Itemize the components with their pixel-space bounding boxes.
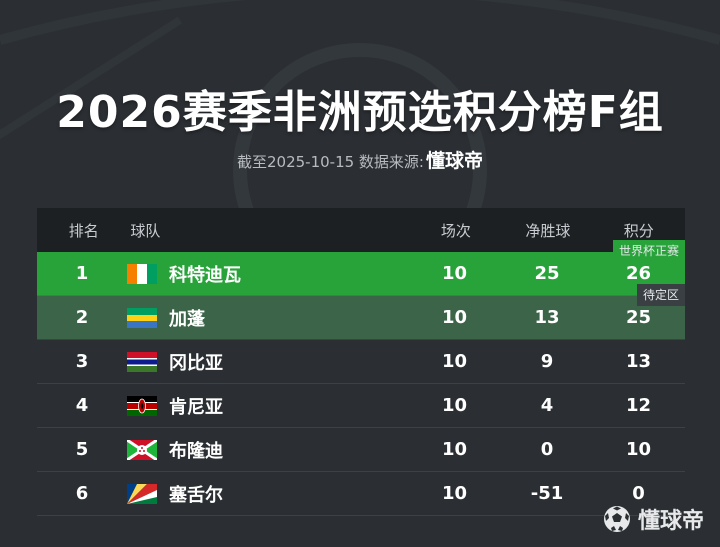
table-row: 5 布隆迪 10 0 10 bbox=[37, 428, 685, 472]
row-team: 塞舌尔 bbox=[127, 481, 407, 507]
data-source-line: 截至2025-10-15 数据来源: 懂球帝 bbox=[0, 146, 720, 173]
row-goal-diff: 13 bbox=[534, 307, 560, 328]
row-points: 26 bbox=[625, 263, 652, 284]
row-points: 13 bbox=[625, 351, 652, 372]
table-header: 排名 球队 场次 净胜球 积分 bbox=[37, 208, 685, 252]
row-rank: 3 bbox=[75, 351, 89, 372]
gabon-flag-icon bbox=[127, 307, 157, 328]
team-name: 科特迪瓦 bbox=[169, 264, 241, 286]
row-played: 10 bbox=[441, 483, 468, 504]
row-points: 25 bbox=[625, 307, 652, 328]
row-rank: 4 bbox=[75, 395, 89, 416]
row-goal-diff: 25 bbox=[534, 263, 560, 284]
source-brand: 懂球帝 bbox=[425, 150, 483, 172]
row-played: 10 bbox=[441, 263, 468, 284]
row-points: 10 bbox=[625, 439, 652, 460]
row-goal-diff: 4 bbox=[540, 395, 554, 416]
row-goal-diff: 9 bbox=[540, 351, 554, 372]
row-goal-diff: 0 bbox=[540, 439, 554, 460]
burundi-flag-icon bbox=[127, 439, 157, 460]
seychelles-flag-icon bbox=[127, 483, 157, 504]
team-name: 塞舌尔 bbox=[169, 484, 223, 506]
ivory-coast-flag-icon bbox=[127, 263, 157, 284]
team-name: 加蓬 bbox=[169, 308, 205, 330]
row-rank: 1 bbox=[75, 263, 89, 284]
zone-tag-world-cup: 世界杯正赛 bbox=[612, 240, 685, 262]
row-rank: 2 bbox=[75, 307, 89, 328]
team-name: 冈比亚 bbox=[169, 352, 223, 374]
soccer-ball-icon bbox=[603, 506, 630, 532]
team-name: 布隆迪 bbox=[169, 440, 223, 462]
page-title: 2026赛季非洲预选积分榜F组 bbox=[56, 87, 664, 138]
table-row: 4 肯尼亚 10 4 12 bbox=[37, 384, 685, 428]
row-played: 10 bbox=[441, 395, 468, 416]
row-points: 12 bbox=[625, 395, 652, 416]
row-rank: 5 bbox=[75, 439, 89, 460]
row-played: 10 bbox=[441, 307, 468, 328]
header-goal-diff: 净胜球 bbox=[525, 221, 571, 240]
zone-tag-pending: 待定区 bbox=[636, 284, 685, 306]
team-name: 肯尼亚 bbox=[169, 396, 223, 418]
header-points: 积分 bbox=[623, 221, 654, 240]
row-team: 科特迪瓦 bbox=[127, 261, 407, 287]
row-team: 布隆迪 bbox=[127, 437, 407, 463]
table-row: 待定区 2 加蓬 10 13 25 bbox=[37, 284, 685, 340]
standings-table: 排名 球队 场次 净胜球 积分 世界杯正赛 1 科特迪瓦 10 25 26 待定… bbox=[37, 208, 685, 516]
data-date-source: 截至2025-10-15 数据来源: bbox=[236, 153, 424, 171]
row-goal-diff: -51 bbox=[530, 483, 564, 504]
header-played: 场次 bbox=[440, 221, 471, 240]
row-team: 加蓬 bbox=[127, 305, 407, 331]
brand-watermark: 懂球帝 bbox=[602, 503, 704, 535]
row-rank: 6 bbox=[75, 483, 89, 504]
gambia-flag-icon bbox=[127, 351, 157, 372]
row-points: 0 bbox=[632, 483, 645, 504]
row-team: 肯尼亚 bbox=[127, 393, 407, 419]
table-row: 世界杯正赛 1 科特迪瓦 10 25 26 bbox=[37, 240, 685, 296]
row-played: 10 bbox=[441, 439, 468, 460]
footer-brand: 懂球帝 bbox=[637, 509, 704, 534]
header-team: 球队 bbox=[130, 221, 161, 240]
table-row: 6 塞舌尔 10 -51 0 bbox=[37, 472, 685, 516]
kenya-flag-icon bbox=[127, 395, 157, 416]
row-team: 冈比亚 bbox=[127, 349, 407, 375]
row-played: 10 bbox=[441, 351, 468, 372]
header-rank: 排名 bbox=[68, 221, 99, 240]
table-row: 3 冈比亚 10 9 13 bbox=[37, 340, 685, 384]
